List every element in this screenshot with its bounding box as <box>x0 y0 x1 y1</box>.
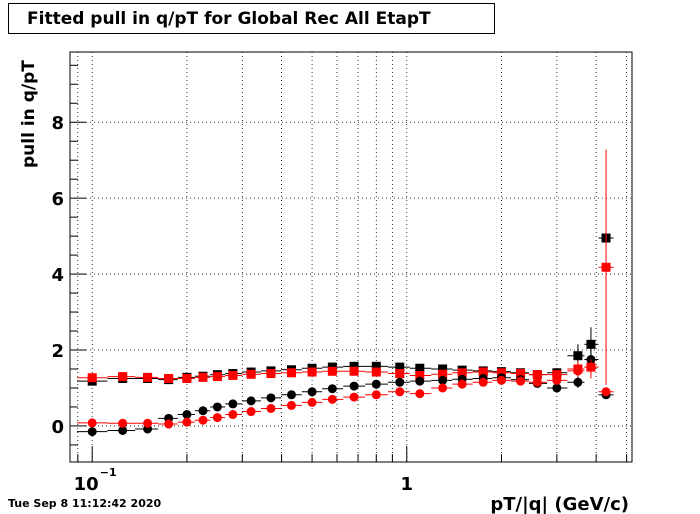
data-point-square <box>496 368 506 378</box>
data-point-square <box>198 372 208 382</box>
data-point-square <box>182 373 192 383</box>
data-point-circle <box>143 418 153 428</box>
y-tick-label: 4 <box>51 265 64 286</box>
x-tick-label-exponent: −1 <box>100 466 117 479</box>
data-point-square <box>349 366 359 376</box>
data-point-square <box>415 370 425 380</box>
data-point-circle <box>573 377 583 387</box>
data-point-square <box>371 361 381 371</box>
data-point-circle <box>228 410 238 420</box>
data-point-square <box>395 362 405 372</box>
series-0 <box>76 233 614 386</box>
data-point-circle <box>415 376 425 386</box>
data-point-circle <box>266 393 276 403</box>
y-tick-label: 0 <box>51 417 64 438</box>
data-point-circle <box>349 381 359 391</box>
data-point-square <box>415 363 425 373</box>
data-point-circle <box>586 362 596 372</box>
data-point-square <box>212 372 222 382</box>
data-point-circle <box>164 419 174 429</box>
x-tick-label: 10 <box>74 474 99 495</box>
data-point-circle <box>371 390 381 400</box>
data-point-circle <box>307 387 317 397</box>
data-point-square <box>327 366 337 376</box>
chart-title-text: Fitted pull in q/pT for Global Rec All E… <box>27 8 431 29</box>
data-point-square <box>532 370 542 380</box>
data-point-square <box>228 370 238 380</box>
data-point-circle <box>371 379 381 389</box>
data-point-circle <box>246 407 256 417</box>
data-point-square <box>573 351 583 361</box>
data-point-square <box>601 262 611 272</box>
data-point-circle <box>552 383 562 393</box>
data-point-circle <box>87 418 97 428</box>
data-point-circle <box>478 377 488 387</box>
data-point-circle <box>118 425 128 435</box>
data-point-square <box>307 367 317 377</box>
axis-ticks <box>70 64 628 462</box>
data-point-square <box>438 364 448 374</box>
data-point-circle <box>438 383 448 393</box>
data-point-circle <box>327 384 337 394</box>
data-point-square <box>586 339 596 349</box>
data-point-square <box>438 369 448 379</box>
data-point-circle <box>438 375 448 385</box>
x-axis-label: pT/|q| (GeV/c) <box>490 494 629 514</box>
series-1 <box>76 149 614 385</box>
data-point-circle <box>118 418 128 428</box>
data-point-square <box>371 367 381 377</box>
data-point-circle <box>266 403 276 413</box>
data-point-circle <box>349 392 359 402</box>
data-point-circle <box>307 397 317 407</box>
data-point-circle <box>182 417 192 427</box>
data-point-square <box>266 369 276 379</box>
data-point-square <box>87 373 97 383</box>
data-point-circle <box>601 387 611 397</box>
data-point-circle <box>246 396 256 406</box>
y-axis-label: pull in q/pT <box>19 60 39 168</box>
data-point-square <box>478 367 488 377</box>
data-point-circle <box>395 387 405 397</box>
data-point-square <box>118 372 128 382</box>
data-point-square <box>457 368 467 378</box>
data-point-circle <box>552 375 562 385</box>
y-tick-label: 2 <box>51 341 64 362</box>
y-tick-label: 6 <box>51 189 64 210</box>
data-point-circle <box>182 410 192 420</box>
data-point-circle <box>212 402 222 412</box>
data-layer <box>76 149 614 437</box>
data-point-circle <box>228 399 238 409</box>
plot-frame <box>69 51 633 463</box>
data-point-square <box>164 373 174 383</box>
data-point-circle <box>457 379 467 389</box>
chart-title: Fitted pull in q/pT for Global Rec All E… <box>8 3 495 34</box>
data-point-circle <box>198 406 208 416</box>
timestamp: Tue Sep 8 11:12:42 2020 <box>8 497 162 510</box>
data-point-circle <box>212 413 222 423</box>
data-point-circle <box>395 377 405 387</box>
data-point-circle <box>532 377 542 387</box>
data-point-circle <box>87 427 97 437</box>
data-point-circle <box>198 415 208 425</box>
series-3 <box>76 359 614 429</box>
data-point-circle <box>286 390 296 400</box>
grid <box>70 52 632 462</box>
x-tick-label: 1 <box>401 474 414 495</box>
data-point-square <box>286 368 296 378</box>
data-point-circle <box>327 394 337 404</box>
data-point-circle <box>496 375 506 385</box>
data-point-circle <box>286 400 296 410</box>
data-point-square <box>516 369 526 379</box>
data-point-square <box>349 361 359 371</box>
data-point-square <box>246 369 256 379</box>
data-point-circle <box>415 389 425 399</box>
data-point-circle <box>573 366 583 376</box>
data-point-square <box>552 370 562 380</box>
data-point-circle <box>516 376 526 386</box>
y-tick-label: 8 <box>51 113 64 134</box>
tick-labels: 0 2 4 6 8 10−1 1 <box>51 113 413 495</box>
data-point-square <box>395 369 405 379</box>
data-point-square <box>143 372 153 382</box>
